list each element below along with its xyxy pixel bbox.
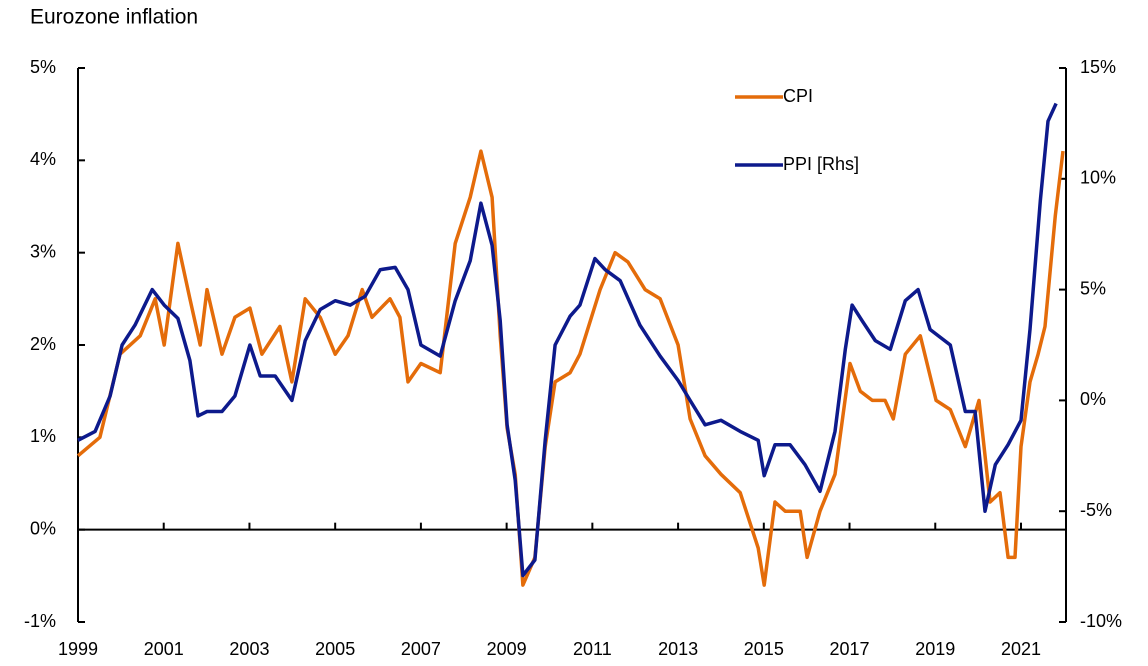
y2-tick-label: -5% xyxy=(1080,500,1112,520)
x-tick-label: 2009 xyxy=(487,639,527,659)
x-tick-label: 2021 xyxy=(1001,639,1041,659)
x-tick-label: 2007 xyxy=(401,639,441,659)
y-tick-label: 1% xyxy=(30,426,56,446)
x-tick-label: 2013 xyxy=(658,639,698,659)
y-tick-label: 4% xyxy=(30,149,56,169)
x-tick-label: 2017 xyxy=(830,639,870,659)
y2-tick-label: 15% xyxy=(1080,57,1116,77)
y-tick-label: 0% xyxy=(30,518,56,538)
legend-label: CPI xyxy=(783,86,813,106)
y2-tick-label: 10% xyxy=(1080,168,1116,188)
y2-tick-label: -10% xyxy=(1080,611,1122,631)
y-tick-label: -1% xyxy=(24,611,56,631)
x-tick-label: 2001 xyxy=(144,639,184,659)
y-tick-label: 3% xyxy=(30,241,56,261)
x-tick-label: 2005 xyxy=(315,639,355,659)
x-tick-label: 2003 xyxy=(229,639,269,659)
y-tick-label: 5% xyxy=(30,57,56,77)
x-tick-label: 2015 xyxy=(744,639,784,659)
series-line xyxy=(76,149,1065,587)
series-line xyxy=(77,102,1058,578)
x-tick-label: 1999 xyxy=(58,639,98,659)
x-tick-label: 2019 xyxy=(915,639,955,659)
y-tick-label: 2% xyxy=(30,334,56,354)
chart-title: Eurozone inflation xyxy=(30,6,198,29)
x-tick-label: 2011 xyxy=(573,639,612,659)
y2-tick-label: 5% xyxy=(1080,278,1106,298)
legend-label: PPI [Rhs] xyxy=(783,154,859,174)
y2-tick-label: 0% xyxy=(1080,389,1106,409)
